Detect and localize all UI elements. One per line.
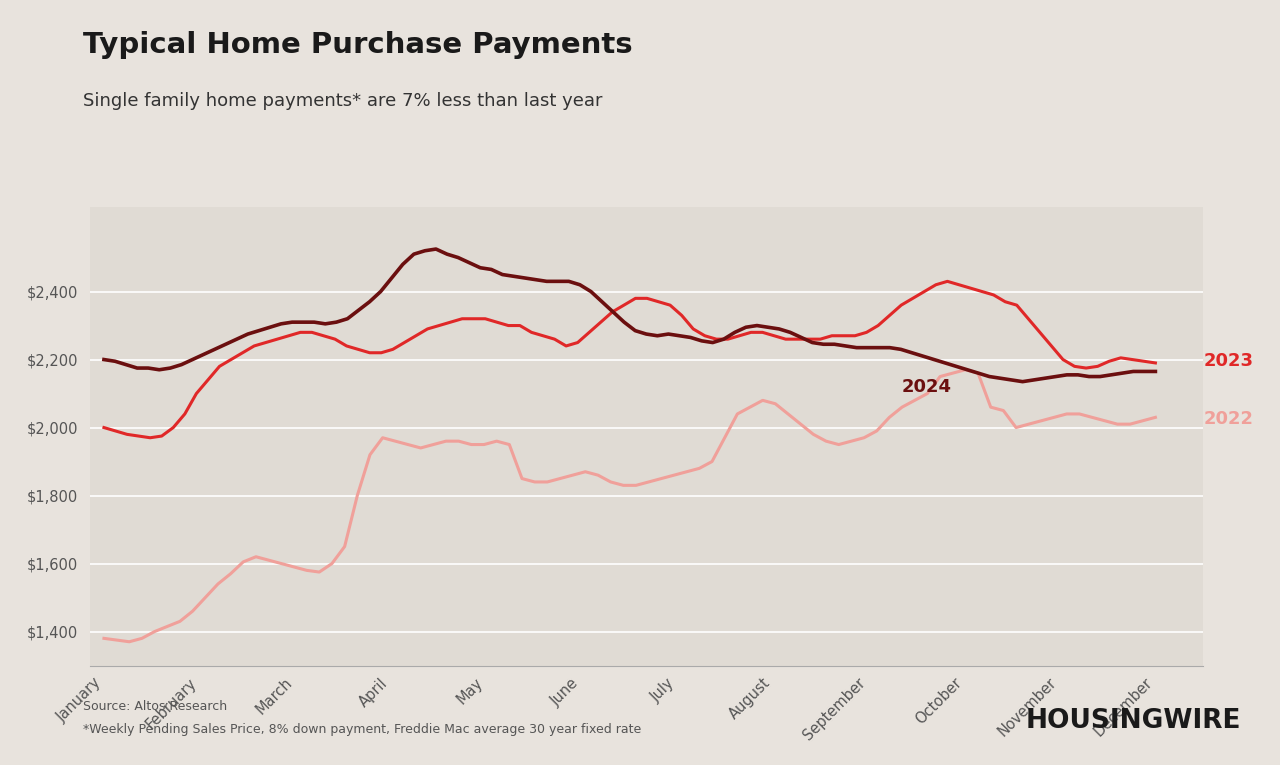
Text: HOUSINGWIRE: HOUSINGWIRE (1027, 708, 1242, 734)
Text: Source: Altos Research: Source: Altos Research (83, 700, 228, 713)
Text: Typical Home Purchase Payments: Typical Home Purchase Payments (83, 31, 632, 59)
Text: 2024: 2024 (902, 378, 952, 396)
Text: *Weekly Pending Sales Price, 8% down payment, Freddie Mac average 30 year fixed : *Weekly Pending Sales Price, 8% down pay… (83, 723, 641, 736)
Text: Single family home payments* are 7% less than last year: Single family home payments* are 7% less… (83, 92, 603, 110)
Text: 2023: 2023 (1203, 352, 1253, 370)
Text: 2022: 2022 (1203, 410, 1253, 428)
